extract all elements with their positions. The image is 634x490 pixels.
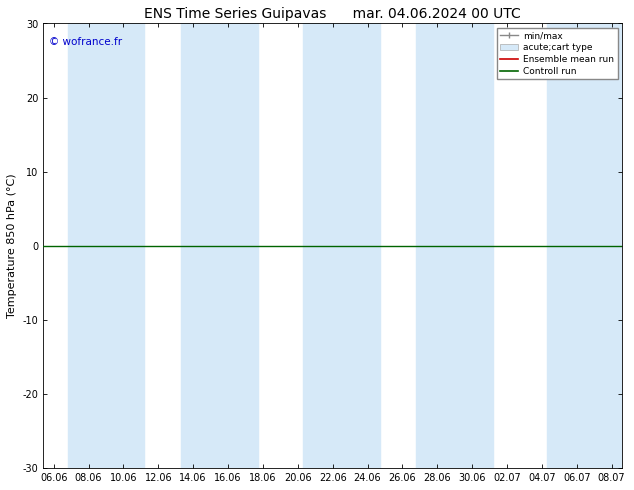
Bar [547, 24, 624, 468]
Bar [68, 24, 145, 468]
Legend: min/max, acute;cart type, Ensemble mean run, Controll run: min/max, acute;cart type, Ensemble mean … [497, 28, 618, 79]
Title: ENS Time Series Guipavas      mar. 04.06.2024 00 UTC: ENS Time Series Guipavas mar. 04.06.2024… [145, 7, 521, 21]
Bar [417, 24, 493, 468]
Bar [303, 24, 380, 468]
Bar [181, 24, 257, 468]
Text: © wofrance.fr: © wofrance.fr [49, 37, 122, 47]
Y-axis label: Temperature 850 hPa (°C): Temperature 850 hPa (°C) [7, 173, 17, 318]
